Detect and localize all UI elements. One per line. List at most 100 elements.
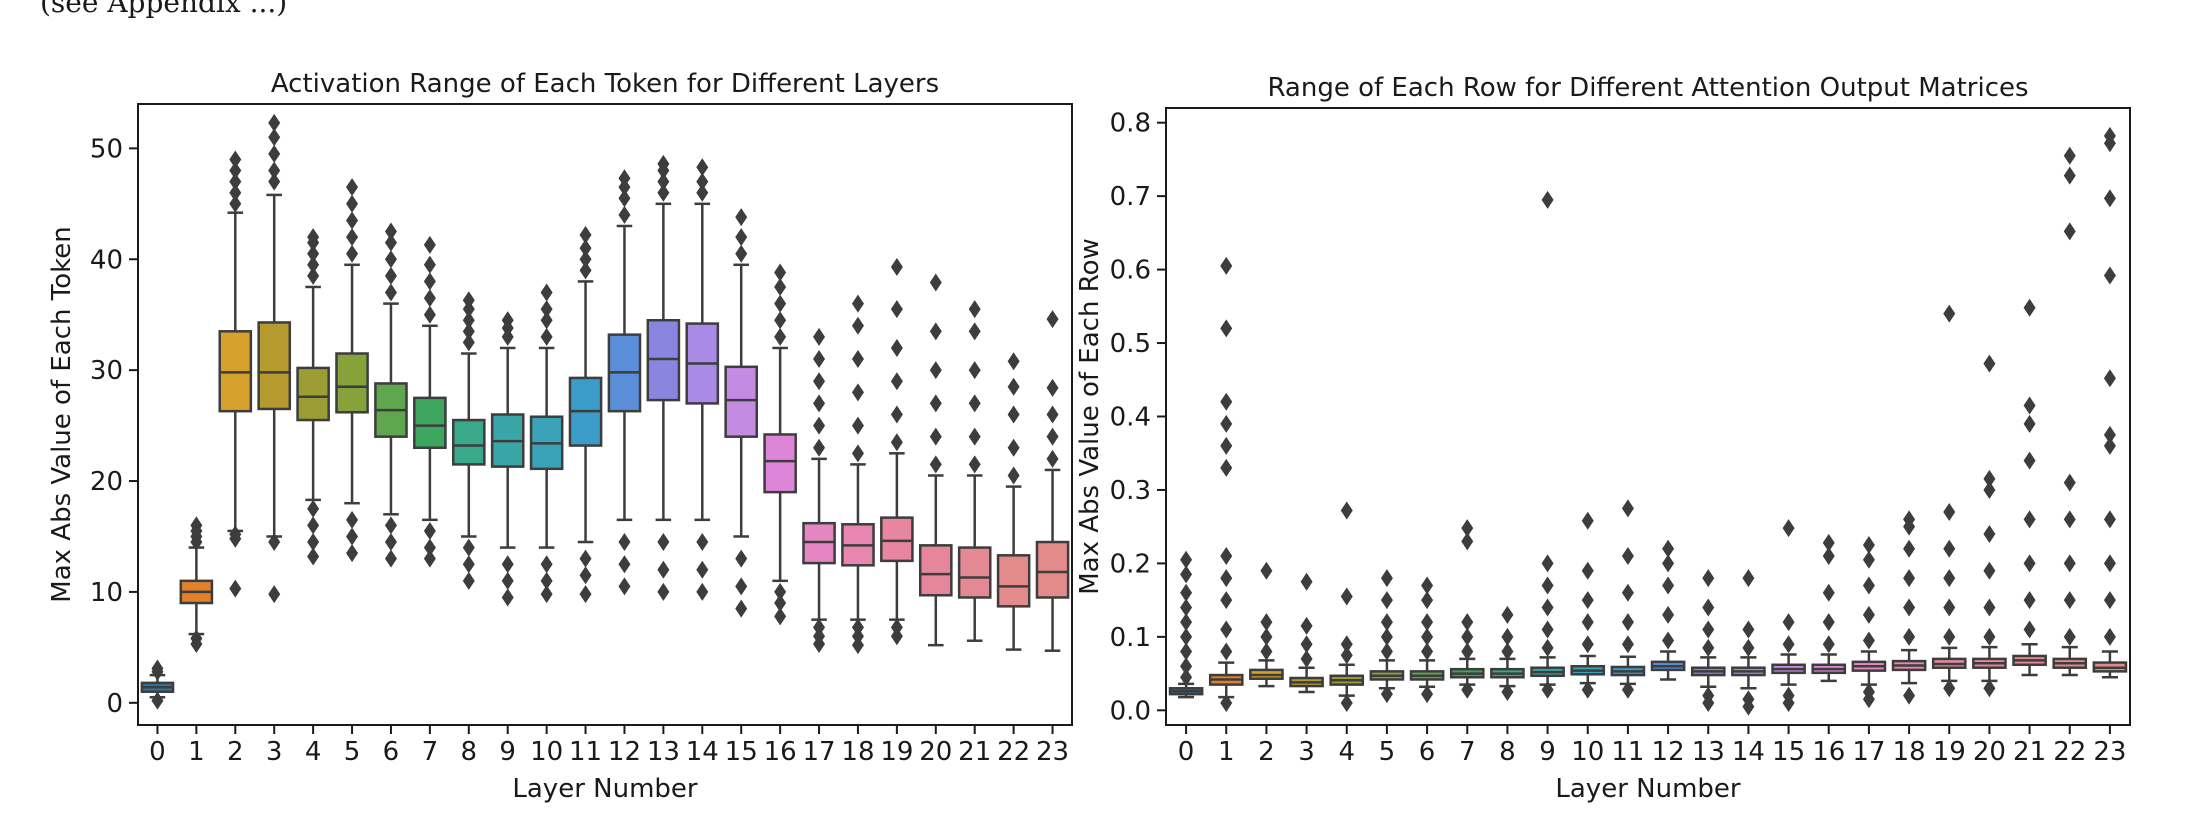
outlier-high (1007, 466, 1020, 485)
chart-title: Activation Range of Each Token for Diffe… (271, 69, 939, 99)
outlier-low (1621, 680, 1634, 699)
box-layer-11 (1610, 499, 1646, 699)
outlier-low (384, 549, 397, 568)
box-layer-12 (1650, 539, 1686, 681)
outlier-low (1983, 679, 1996, 698)
outlier-high (929, 322, 942, 341)
outlier-high (346, 178, 359, 197)
outlier-high (268, 144, 281, 163)
outlier-high (579, 239, 592, 258)
outlier-high (890, 338, 903, 357)
outlier-low (657, 582, 670, 601)
outlier-high (813, 372, 826, 391)
outlier-high (1046, 310, 1059, 329)
box-layer-15 (724, 208, 759, 618)
outlier-low (774, 594, 787, 613)
outlier-low (696, 533, 709, 552)
box-marks (1168, 126, 2128, 716)
box-iqr (957, 546, 992, 599)
outlier-high (423, 255, 436, 274)
outlier-high (1220, 436, 1233, 455)
outlier-high (384, 222, 397, 241)
x-tick-label: 13 (647, 737, 680, 767)
outlier-high (1943, 304, 1956, 323)
outlier-high (1260, 642, 1273, 661)
outlier-high (1903, 539, 1916, 558)
x-tick-label: 2 (227, 737, 244, 767)
outlier-high (1702, 598, 1715, 617)
box-layer-1 (179, 516, 214, 654)
outlier-high (2063, 222, 2076, 241)
outlier-high (1581, 635, 1594, 654)
outlier-high (423, 305, 436, 324)
x-tick-label: 8 (1499, 737, 1516, 767)
outlier-high (423, 235, 436, 254)
outlier-high (1220, 414, 1233, 433)
box-layer-18 (1891, 510, 1927, 705)
x-tick-label: 21 (958, 737, 991, 767)
outlier-high (1180, 583, 1193, 602)
outlier-high (462, 291, 475, 310)
outlier-high (1662, 576, 1675, 595)
x-tick-label: 2 (1258, 737, 1275, 767)
box-layer-14 (685, 158, 720, 601)
outlier-low (1903, 686, 1916, 705)
outlier-low (813, 618, 826, 637)
outlier-high (1220, 256, 1233, 275)
outlier-high (968, 455, 981, 474)
outlier-high (2103, 510, 2116, 529)
outlier-high (1621, 583, 1634, 602)
y-tick-label: 40 (90, 245, 123, 275)
outlier-high (462, 322, 475, 341)
outlier-high (1046, 405, 1059, 424)
box-layer-0 (1168, 550, 1204, 699)
outlier-high (229, 150, 242, 169)
chart-title: Range of Each Row for Different Attentio… (1267, 73, 2028, 103)
outlier-high (1007, 352, 1020, 371)
box-layer-0 (140, 659, 175, 710)
plot-frame (137, 103, 1073, 726)
outlier-high (968, 322, 981, 341)
outlier-low (229, 525, 242, 544)
x-tick-label: 18 (1893, 737, 1926, 767)
box-layer-19 (1931, 304, 1967, 698)
y-axis-label: Max Abs Value of Each Token (47, 226, 77, 602)
outlier-high (1180, 642, 1193, 661)
outlier-low (1541, 680, 1554, 699)
outlier-low (501, 571, 514, 590)
box-layer-1 (1208, 256, 1244, 712)
outlier-high (2023, 510, 2036, 529)
outlier-high (1983, 469, 1996, 488)
outlier-low (229, 579, 242, 598)
outlier-high (1340, 635, 1353, 654)
outlier-high (968, 361, 981, 380)
outlier-high (1862, 605, 1875, 624)
box-layer-23 (1035, 310, 1070, 652)
x-tick-label: 23 (1036, 737, 1069, 767)
outlier-high (1461, 613, 1474, 632)
outlier-high (1983, 598, 1996, 617)
outlier-high (1862, 550, 1875, 569)
outlier-high (813, 327, 826, 346)
outlier-high (2103, 369, 2116, 388)
outlier-high (1220, 642, 1233, 661)
outlier-high (696, 158, 709, 177)
outlier-high (1943, 502, 1956, 521)
outlier-high (1046, 378, 1059, 397)
box-layer-7 (1449, 519, 1485, 699)
box-layer-23 (2092, 126, 2128, 679)
box-layer-22 (2052, 146, 2088, 677)
outlier-high (1461, 642, 1474, 661)
x-tick-label: 12 (1652, 737, 1685, 767)
outlier-high (735, 208, 748, 227)
box-iqr (257, 321, 292, 411)
box-layer-13 (646, 154, 681, 601)
outlier-high (1461, 532, 1474, 551)
outlier-low (346, 510, 359, 529)
x-tick-label: 11 (569, 737, 602, 767)
outlier-low (190, 629, 203, 648)
x-tick-label: 13 (1692, 737, 1725, 767)
outlier-high (1581, 511, 1594, 530)
outlier-high (2023, 298, 2036, 317)
x-axis-label: Layer Number (512, 774, 698, 804)
